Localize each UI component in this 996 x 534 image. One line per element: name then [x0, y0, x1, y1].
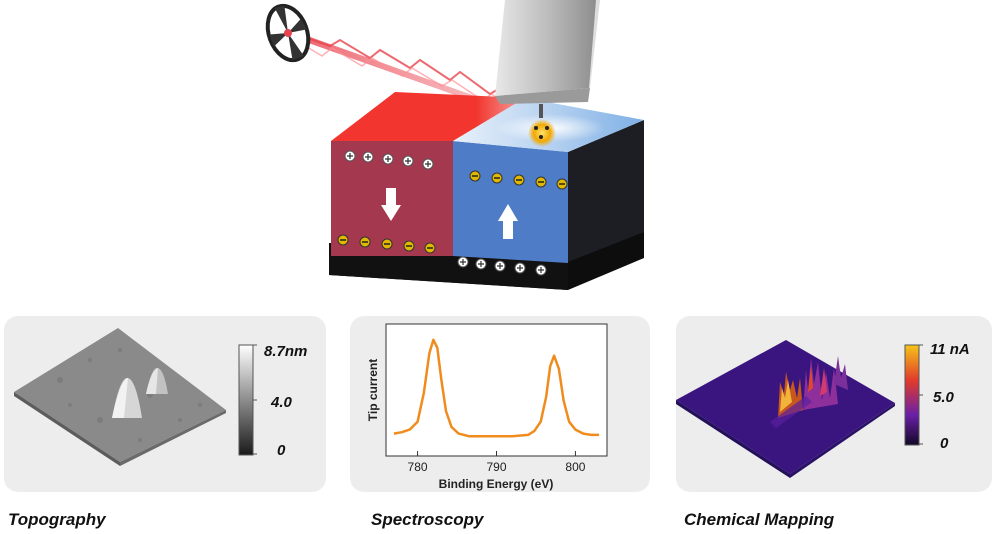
negative-charges-top [469, 170, 568, 190]
spectrum-plot-area [385, 323, 608, 457]
domain-down-top [331, 92, 525, 141]
domain-up-front [453, 141, 568, 263]
electron-charges [534, 126, 549, 139]
spectrum-x-tick-label: 780 [408, 460, 428, 474]
topography-texture [57, 348, 202, 442]
spectrum-x-ticks: 780 790 800 [408, 451, 586, 474]
crystal-side-face [568, 120, 644, 262]
polarization-down-arrow-icon [381, 188, 401, 221]
chemical-colorbar-mid: 5.0 [933, 389, 955, 406]
chemical-mapping-caption: Chemical Mapping [684, 510, 835, 529]
chemical-map-peaks [770, 356, 848, 428]
spectroscopy-caption: Spectroscopy [371, 510, 484, 529]
chopper-wheel-icon [265, 3, 311, 63]
spectrum-y-axis-label: Tip current [366, 359, 380, 421]
spectrum-x-tick-label: 800 [565, 460, 585, 474]
polarization-up-arrow-icon [498, 204, 518, 239]
sample-schematic [265, 0, 644, 290]
topography-colorbar-min: 0 [277, 442, 286, 459]
topography-caption: Topography [8, 510, 106, 529]
chemical-colorbar [904, 344, 920, 446]
topography-peaks [112, 367, 168, 418]
topography-colorbar-max: 8.7nm [264, 343, 307, 360]
chemical-colorbar-max: 11 nA [930, 341, 970, 358]
electron-spot [528, 119, 556, 147]
stm-tip [495, 0, 604, 118]
positive-charges-bottom [457, 256, 547, 276]
spectroscopy-panel: 780 790 800 Binding Energy (eV) Tip curren… [350, 316, 650, 492]
positive-charges-top [344, 150, 434, 170]
spectrum-x-tick-label: 790 [486, 460, 506, 474]
chemical-colorbar-min: 0 [940, 435, 949, 452]
spectrum-x-axis-label: Binding Energy (eV) [439, 477, 554, 491]
topography-colorbar [238, 344, 254, 456]
chemical-mapping-panel: 11 nA 5.0 0 [676, 316, 992, 492]
topography-colorbar-mid: 4.0 [270, 394, 293, 411]
spectrum-line [393, 338, 600, 438]
negative-charges-bottom [337, 234, 436, 254]
topography-panel: 8.7nm 4.0 0 [4, 316, 326, 492]
